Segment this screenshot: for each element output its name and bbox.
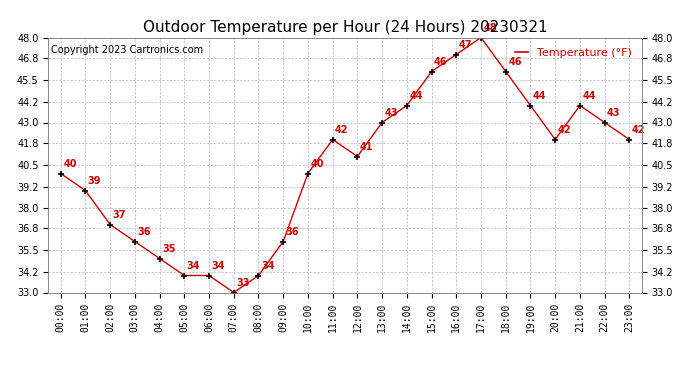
Text: Copyright 2023 Cartronics.com: Copyright 2023 Cartronics.com (51, 45, 204, 55)
Text: 34: 34 (212, 261, 225, 271)
Text: 41: 41 (360, 142, 373, 152)
Text: 42: 42 (632, 125, 645, 135)
Text: 42: 42 (335, 125, 348, 135)
Text: 34: 34 (261, 261, 275, 271)
Text: 36: 36 (286, 227, 299, 237)
Text: 37: 37 (112, 210, 126, 220)
Text: 43: 43 (607, 108, 620, 118)
Text: 44: 44 (582, 91, 596, 101)
Text: 44: 44 (533, 91, 546, 101)
Text: 46: 46 (434, 57, 448, 67)
Text: 40: 40 (310, 159, 324, 169)
Text: 36: 36 (137, 227, 151, 237)
Text: 39: 39 (88, 176, 101, 186)
Text: 33: 33 (236, 278, 250, 288)
Text: 43: 43 (384, 108, 398, 118)
Text: 34: 34 (187, 261, 200, 271)
Text: 47: 47 (459, 40, 472, 50)
Legend: Temperature (°F): Temperature (°F) (510, 43, 636, 62)
Text: 44: 44 (409, 91, 423, 101)
Text: 42: 42 (558, 125, 571, 135)
Text: 40: 40 (63, 159, 77, 169)
Text: 46: 46 (509, 57, 522, 67)
Text: 48: 48 (484, 23, 497, 33)
Title: Outdoor Temperature per Hour (24 Hours) 20230321: Outdoor Temperature per Hour (24 Hours) … (143, 20, 547, 35)
Text: 35: 35 (162, 244, 175, 254)
